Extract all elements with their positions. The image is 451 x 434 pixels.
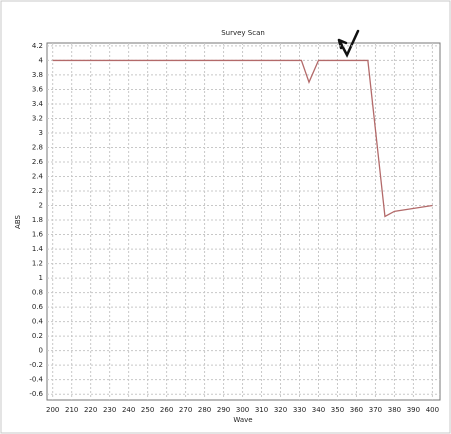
y-tick-label: 0.4 bbox=[32, 318, 44, 326]
y-tick-label: 2.2 bbox=[32, 187, 43, 195]
x-tick-label: 350 bbox=[331, 406, 344, 414]
x-tick-label: 200 bbox=[46, 406, 59, 414]
x-tick-label: 380 bbox=[388, 406, 401, 414]
x-axis-label: Wave bbox=[233, 416, 252, 424]
y-tick-label: 3.6 bbox=[32, 85, 44, 93]
y-tick-label: 1.6 bbox=[32, 231, 44, 239]
y-tick-label: 0.8 bbox=[32, 289, 43, 297]
y-tick-label: 3.4 bbox=[32, 100, 44, 108]
y-tick-label: 3 bbox=[39, 129, 43, 137]
y-tick-label: 2.4 bbox=[32, 173, 44, 181]
y-tick-label: 1.2 bbox=[32, 260, 43, 268]
y-tick-label: -0.4 bbox=[29, 376, 43, 384]
x-tick-label: 210 bbox=[65, 406, 78, 414]
x-tick-label: 320 bbox=[274, 406, 287, 414]
y-tick-label: 0 bbox=[39, 347, 43, 355]
y-tick-label: 1.4 bbox=[32, 245, 44, 253]
y-tick-label: 2 bbox=[39, 202, 43, 210]
y-tick-label: -0.6 bbox=[29, 390, 43, 398]
x-tick-label: 300 bbox=[236, 406, 249, 414]
arrow-annotation bbox=[337, 29, 360, 58]
x-tick-label: 330 bbox=[293, 406, 306, 414]
y-tick-label: -0.2 bbox=[29, 361, 43, 369]
x-tick-label: 290 bbox=[217, 406, 230, 414]
x-tick-label: 270 bbox=[179, 406, 192, 414]
chart-title: Survey Scan bbox=[221, 29, 265, 37]
x-tick-label: 280 bbox=[198, 406, 211, 414]
y-tick-label: 0.6 bbox=[32, 303, 44, 311]
y-tick-label: 4.2 bbox=[32, 42, 43, 50]
y-tick-label: 1.8 bbox=[32, 216, 43, 224]
x-tick-label: 340 bbox=[312, 406, 325, 414]
y-tick-label: 4 bbox=[39, 56, 44, 64]
y-axis-label: ABS bbox=[14, 214, 22, 228]
x-tick-label: 400 bbox=[426, 406, 439, 414]
y-tick-label: 3.2 bbox=[32, 114, 43, 122]
x-tick-label: 240 bbox=[122, 406, 135, 414]
x-tick-label: 260 bbox=[160, 406, 173, 414]
data-line bbox=[52, 59, 433, 218]
x-tick-label: 220 bbox=[84, 406, 97, 414]
y-tick-label: 0.2 bbox=[32, 332, 43, 340]
y-tick-label: 1 bbox=[39, 274, 43, 282]
x-tick-label: 390 bbox=[407, 406, 420, 414]
x-tick-label: 370 bbox=[369, 406, 382, 414]
y-tick-label: 2.8 bbox=[32, 143, 43, 151]
x-tick-label: 360 bbox=[350, 406, 363, 414]
y-tick-label: 2.6 bbox=[32, 158, 44, 166]
plot-area bbox=[46, 42, 441, 401]
x-tick-label: 250 bbox=[141, 406, 154, 414]
x-tick-label: 230 bbox=[103, 406, 116, 414]
y-tick-label: 3.8 bbox=[32, 71, 43, 79]
x-tick-label: 310 bbox=[255, 406, 268, 414]
